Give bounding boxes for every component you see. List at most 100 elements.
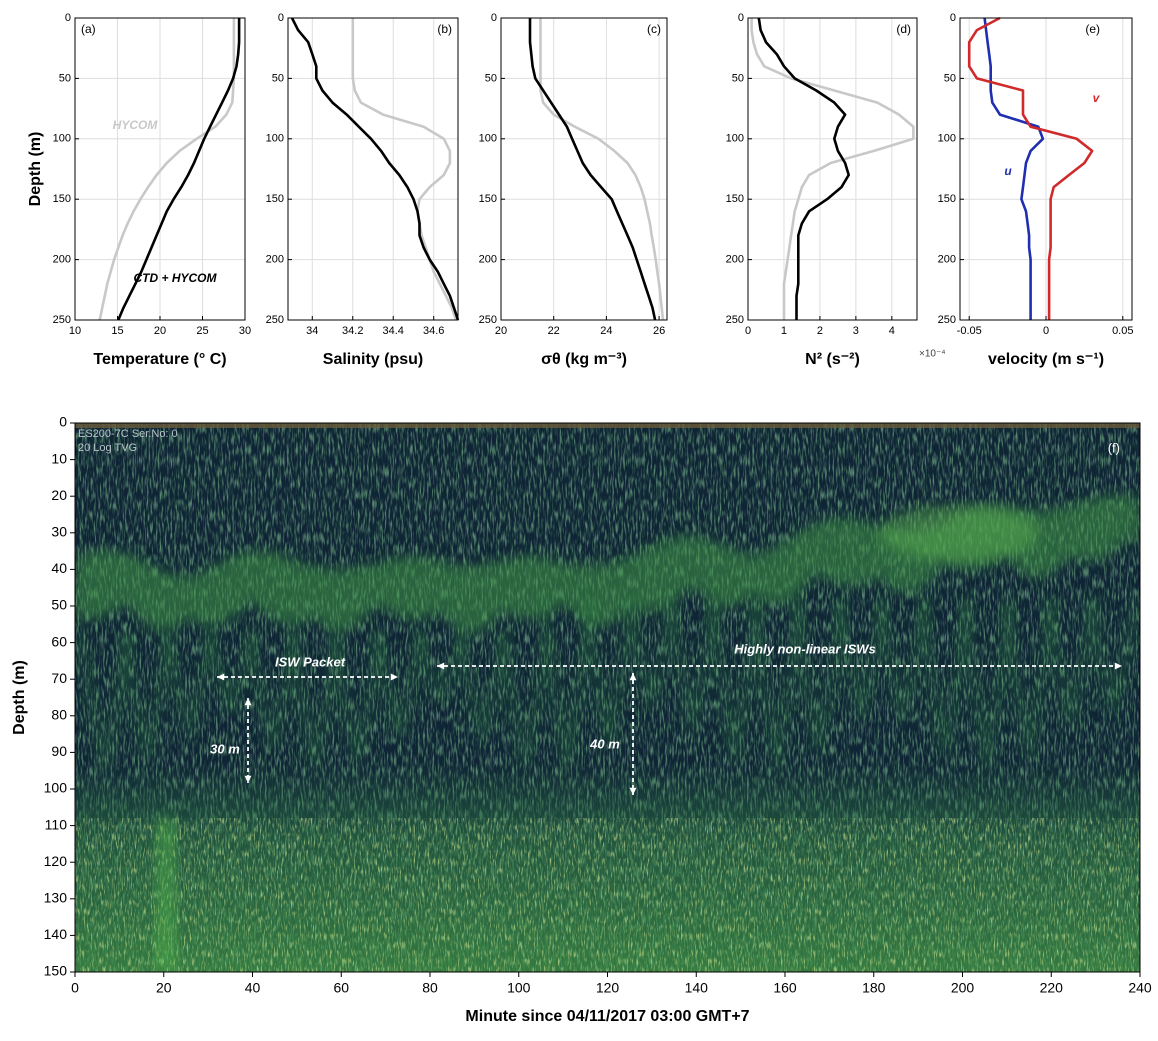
echo-column [154,818,177,972]
arrow-head [244,775,252,783]
echo-surface [75,423,1140,428]
profile-line [351,18,458,321]
echo-trough [662,597,724,732]
y-tick-label: 150 [53,193,71,205]
profile-line [528,18,657,321]
y-tick-label: 70 [51,670,67,686]
x-tick-label: 34.2 [342,325,363,337]
echo-trough [242,630,304,748]
profile-line [539,18,665,321]
echo-trough [788,597,850,753]
y-tick-label: 100 [266,133,284,145]
x-tick-label: 0 [1043,325,1049,337]
profile-line [967,16,1094,320]
y-tick-label: 150 [479,193,497,205]
x-tick-label: 220 [1040,980,1064,996]
echo-bottom-speckle [75,818,1140,972]
x-tick-label: 120 [596,980,620,996]
plot-frame [74,17,246,321]
y-axis-label: Depth (m) [11,660,28,735]
echo-trough [116,630,178,761]
x-tick-label: 20 [156,980,172,996]
echo-trough [368,630,430,738]
series-label: CTD + HYCOM [133,271,217,285]
y-tick-label: 200 [479,254,497,266]
y-tick-label: 90 [51,743,67,759]
y-tick-label: 50 [732,72,744,84]
panel-label: (b) [437,22,452,36]
arrow-head [1114,662,1122,670]
x-tick-label: 0 [71,980,79,996]
x-tick-label: 0.05 [1112,325,1133,337]
x-tick-label: 2 [817,325,823,337]
y-tick-label: 100 [479,133,497,145]
x-tick-label: 15 [111,325,123,337]
plot-frame [747,17,918,321]
x-tick-label: 10 [69,325,81,337]
echo-patch [878,504,1039,561]
profile-line [98,18,236,321]
y-tick-label: 150 [726,193,744,205]
plot-frame [287,17,459,321]
x-axis-label: Salinity (psu) [323,351,423,368]
plot-area [288,18,458,320]
y-tick-label: 140 [44,926,68,942]
annotation: 30 m [210,741,240,756]
y-tick-label: 50 [59,72,71,84]
echogram-image [75,423,1140,972]
echo-trough [914,597,976,756]
x-tick-label: 140 [685,980,709,996]
plot-area [748,18,917,320]
annotation: 40 m [589,736,620,751]
y-tick-label: 0 [59,414,67,430]
axis-multiplier: ×10⁻⁴ [919,349,946,360]
arrow-head [244,698,252,706]
y-tick-label: 20 [51,487,67,503]
profile-line [750,18,915,320]
y-tick-label: 0 [950,12,956,24]
y-tick-label: 100 [938,133,956,145]
arrow-head [217,673,225,681]
echo-band [75,495,1140,634]
y-tick-label: 200 [726,254,744,266]
y-tick-label: 0 [65,12,71,24]
x-tick-label: 24 [600,325,612,337]
echo-trough [1040,597,1102,727]
arrow-head [629,673,637,681]
y-tick-label: 200 [938,254,956,266]
y-tick-label: 250 [726,314,744,326]
y-tick-label: 150 [938,193,956,205]
y-tick-label: 40 [51,560,67,576]
x-tick-label: 4 [889,325,895,337]
x-axis-label: Minute since 04/11/2017 03:00 GMT+7 [465,1008,749,1025]
echo-trough [1082,597,1140,713]
y-tick-label: 250 [479,314,497,326]
y-tick-label: 0 [278,12,284,24]
echo-trough [872,597,934,722]
y-tick-label: 130 [44,890,68,906]
x-tick-label: 200 [951,980,975,996]
y-tick-label: 50 [272,72,284,84]
y-axis-label: Depth (m) [27,132,44,207]
series-label: u [1004,164,1012,178]
y-tick-label: 250 [938,314,956,326]
x-axis-label: velocity (m s⁻¹) [988,351,1104,368]
y-tick-label: 100 [53,133,71,145]
panel-label: (d) [896,22,911,36]
series-label: v [1093,91,1101,105]
y-tick-label: 100 [44,780,68,796]
plot-frame [959,17,1133,321]
x-tick-label: 26 [653,325,665,337]
x-tick-label: 34 [306,325,318,337]
echo-trough [998,597,1060,759]
arrow-head [437,662,445,670]
x-tick-label: 80 [422,980,438,996]
y-tick-label: 50 [51,597,67,613]
x-tick-label: 40 [245,980,261,996]
y-tick-label: 80 [51,707,67,723]
y-tick-label: 120 [44,853,68,869]
y-tick-label: 10 [51,450,67,466]
instrument-text: 20 Log TVG [78,442,137,454]
